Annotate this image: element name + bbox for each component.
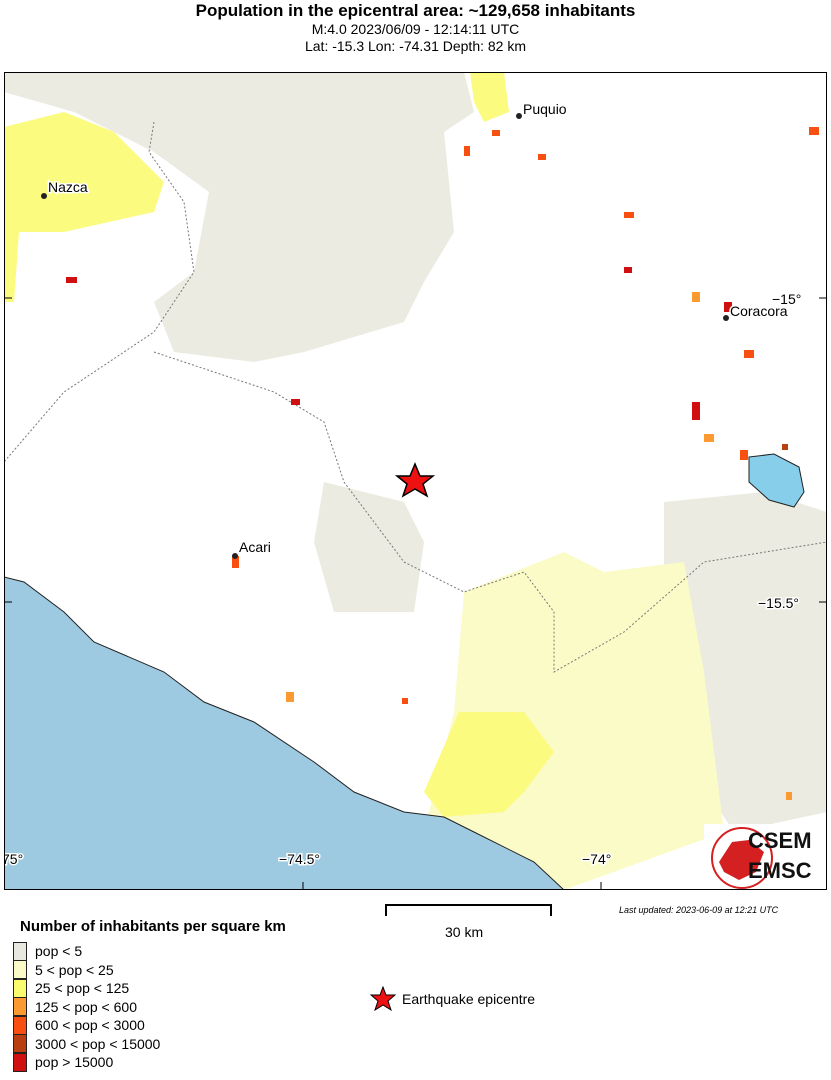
legend-label: pop > 15000 [35,1054,114,1070]
lake [748,453,805,508]
region-25-125 [424,712,554,817]
legend-label: 5 < pop < 25 [35,961,114,978]
legend-swatch [13,1052,27,1072]
legend-swatch [13,997,27,1016]
legend-item: pop > 15000 [13,1052,114,1072]
event-location: Lat: -15.3 Lon: -74.31 Depth: 82 km [304,38,527,54]
legend-swatch [13,1015,27,1035]
logo-bottom-text: EMSC [748,858,812,883]
map-title: Population in the epicentral area: ~129,… [195,1,636,20]
legend-label: 600 < pop < 3000 [35,1017,145,1033]
epicentre-star-icon [394,462,436,498]
town-label-acari: Acari [239,539,271,555]
legend-item: pop < 5 [13,941,83,961]
population-map: Puquio Nazca Coracora Acari 75° −74.5° −… [4,72,827,890]
legend-label: pop < 5 [35,943,83,959]
legend-label: 3000 < pop < 15000 [35,1035,161,1052]
region-low-pop [4,72,474,362]
scale-label: 30 km [445,924,484,940]
legend-epicentre: Earthquake epicentre [370,986,535,1012]
graticule-ticks [4,297,827,890]
legend-item: 3000 < pop < 15000 [13,1034,161,1053]
logo-top-text: CSEM [748,828,812,853]
town-label-coracora: Coracora [730,303,788,319]
legend-swatch [13,978,27,998]
legend-label: 125 < pop < 600 [35,998,137,1015]
lon-tick-74: −74° [582,851,611,867]
legend-title: Number of inhabitants per square km [20,918,286,935]
town-dot-acari [232,553,238,559]
scale-bar [385,904,552,916]
last-updated: Last updated: 2023-06-09 at 12:21 UTC [619,905,779,915]
legend-swatch [13,941,27,961]
event-info: M:4.0 2023/06/09 - 12:14:11 UTC [311,21,520,37]
lon-tick-75: 75° [4,851,23,867]
legend-swatch [13,960,27,979]
region-25-125 [4,112,164,302]
lon-tick-74-5: −74.5° [279,851,320,867]
legend-item: 600 < pop < 3000 [13,1015,145,1035]
legend-item: 5 < pop < 25 [13,960,114,979]
legend-item: 125 < pop < 600 [13,997,137,1016]
region-25-125 [470,72,509,122]
legend-item: 25 < pop < 125 [13,978,130,998]
legend-label: 25 < pop < 125 [35,980,130,996]
legend-epicentre-label: Earthquake epicentre [402,991,536,1007]
sea [4,576,565,890]
settlement-cells [66,127,819,800]
epicentre-star-icon [370,986,396,1012]
town-dot-nazca [41,193,47,199]
town-label-nazca: Nazca [48,179,88,195]
legend-swatch [13,1034,27,1053]
town-label-puquio: Puquio [523,101,567,117]
emsc-logo: CSEM EMSC [704,824,827,890]
town-dot-puquio [516,113,522,119]
town-dot-coracora [723,315,729,321]
lat-tick-15-5: −15.5° [758,595,799,611]
region-low-pop [314,482,424,612]
lat-tick-15: −15° [772,291,801,307]
